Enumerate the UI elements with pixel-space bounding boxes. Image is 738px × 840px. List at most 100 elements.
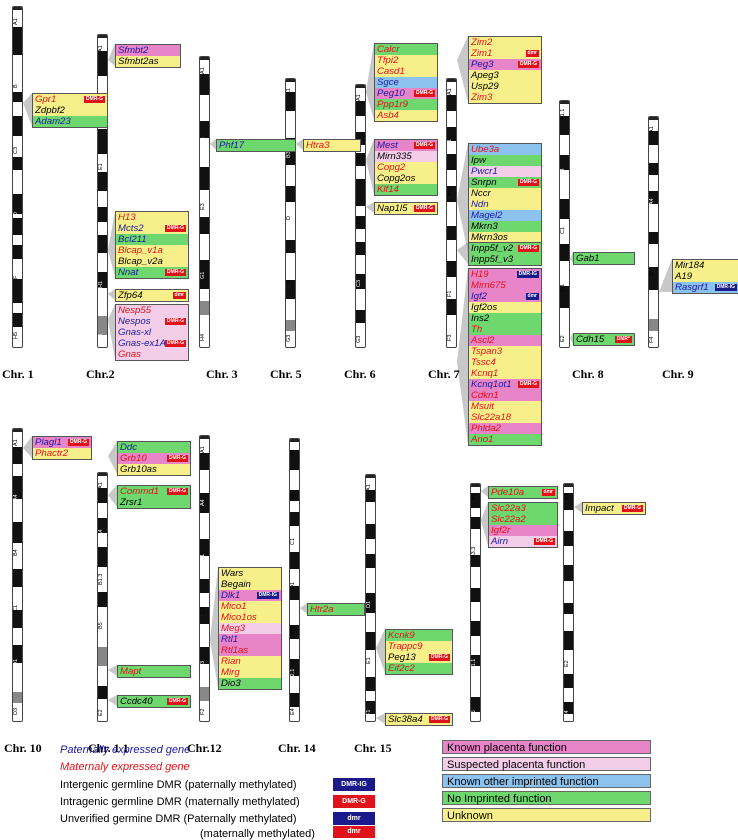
chromosome-band — [366, 632, 375, 650]
chromosome-band — [286, 239, 295, 254]
gene-row: Zdpbf2 — [33, 105, 107, 116]
gene-group-chr11b: Commd1 DMR-G Zrsr1 — [117, 485, 191, 509]
chromosome-band — [290, 692, 299, 707]
chromosome-band — [564, 702, 573, 714]
gene-name: Asb4 — [377, 110, 399, 121]
gene-row: Nesp55 — [116, 305, 188, 316]
gene-row: Zim1 dmr — [469, 48, 541, 59]
gene-row: Mirg — [219, 667, 281, 678]
gene-row: Igf2os — [469, 302, 541, 313]
gene-name: Ube3a — [471, 144, 500, 155]
gene-name: Eif2c2 — [388, 663, 415, 674]
locus-connector — [23, 93, 32, 126]
gene-group-chr8b: Cdh15 DMR* — [573, 333, 635, 346]
gene-row: Gpr1 DMR-G — [33, 94, 107, 105]
centromere — [13, 7, 22, 10]
gene-group-chr15b: Slc38a4 DMR-G — [385, 713, 453, 726]
locus-connector — [457, 242, 468, 264]
chromosome-label: Chr. 3 — [206, 367, 238, 381]
chromosome-band — [447, 226, 456, 240]
gene-name: Dio3 — [221, 678, 241, 689]
gene-row: A19 — [673, 271, 738, 282]
band-label: A1.1 — [560, 108, 566, 120]
band-label: A3.3 — [471, 546, 477, 559]
gene-row: Mapt — [118, 666, 190, 677]
gene-row: Ndn — [469, 199, 541, 210]
gene-name: Peg3 — [471, 59, 494, 70]
chromosome-band — [356, 216, 365, 230]
gene-name: A19 — [675, 271, 693, 282]
gene-row: Mir184 — [673, 260, 738, 271]
gene-row: Msuit — [469, 401, 541, 412]
chromosome-band — [366, 524, 375, 539]
gene-name: Magel2 — [471, 210, 503, 221]
band-label: E4 — [290, 708, 296, 716]
chromosome-band — [290, 551, 299, 569]
chromosome-band — [564, 493, 573, 511]
gene-name: Ins2 — [471, 313, 490, 324]
gene-group-chr3: Phf17 — [216, 139, 296, 152]
chromosome-band — [356, 132, 365, 146]
chromosome-band — [98, 315, 107, 335]
chromosome-band — [356, 310, 365, 324]
chromosome-band — [564, 602, 573, 615]
gene-row: Igf2 dmr — [469, 291, 541, 302]
gene-name: Mkrn3 — [471, 221, 498, 232]
gene-row: Inpp5f_v2 DMR-G — [469, 243, 541, 254]
gene-name: Grb10as — [120, 464, 157, 475]
gene-name: Tspan3 — [471, 346, 503, 357]
chromosome-band — [98, 517, 107, 533]
band-label: H4 — [200, 333, 206, 341]
chromosome: A1 B3 D F G3 — [285, 78, 296, 348]
band-label: C1 — [200, 553, 206, 561]
gene-group-chr7c: Inpp5f_v2 DMR-G Inpp5f_v3 — [468, 242, 542, 266]
gene-row: Magel2 — [469, 210, 541, 221]
gene-name: Ccdc40 — [120, 696, 153, 707]
band-label: A4 — [649, 198, 655, 206]
chromosome-band — [200, 216, 209, 234]
band-label: C3 — [13, 146, 19, 154]
gene-row: Tfpi2 — [375, 55, 437, 66]
gene-group-chr5: Htra3 — [303, 139, 361, 152]
chromosome-band — [290, 512, 299, 527]
locus-connector — [366, 139, 374, 194]
band-label: B — [200, 137, 206, 141]
band-label: A1 — [13, 439, 19, 447]
gene-name: Mir184 — [675, 260, 705, 271]
gene-row: Peg10 DMR-G — [375, 88, 437, 99]
gene-row: Trappc9 — [386, 641, 452, 652]
band-label: A1 — [200, 67, 206, 75]
band-label: E2.1 — [290, 667, 296, 680]
gene-row: Nap1l5 DMR-G — [375, 203, 437, 214]
legend-dmr-pat-text: Unverified germine DMR (Paternally methy… — [60, 813, 297, 825]
chromosome-band — [649, 190, 658, 205]
band-label: D — [98, 670, 104, 675]
band-label: A4 — [13, 494, 19, 502]
chromosome-band — [286, 186, 295, 203]
gene-row: Peg3 DMR-G — [469, 59, 541, 70]
gene-row: Calcr — [375, 44, 437, 55]
chromosome-band — [366, 676, 375, 692]
gene-name: Wars — [221, 568, 244, 579]
dmr-badge: DMR-G — [518, 381, 539, 388]
chromosome-band — [13, 475, 22, 500]
locus-connector — [574, 502, 582, 513]
gene-row: Blcap_v1a — [116, 245, 188, 256]
chromosome-band — [471, 517, 480, 530]
gene-name: Zdpbf2 — [35, 105, 65, 116]
chromosome-band — [564, 673, 573, 688]
gene-row: Grb10 DMR-G — [118, 453, 190, 464]
dmr-badge: DMR-G — [165, 269, 186, 276]
band-label: A1 — [356, 94, 362, 102]
chromosome-band — [471, 697, 480, 712]
legend-dmr-g-text: Intragenic germline DMR (maternally meth… — [60, 796, 300, 808]
gene-name: Copg2 — [377, 162, 406, 173]
gene-row: Nespos DMR-G — [116, 316, 188, 327]
chromosome-band — [290, 450, 299, 470]
chromosome-band — [560, 243, 569, 261]
band-label: H4 — [98, 333, 104, 341]
gene-row: Asb4 — [375, 110, 437, 121]
chromosome-band — [13, 691, 22, 704]
gene-row: Sfmbt2 — [116, 45, 180, 56]
gene-row: Gnas-xl — [116, 327, 188, 338]
